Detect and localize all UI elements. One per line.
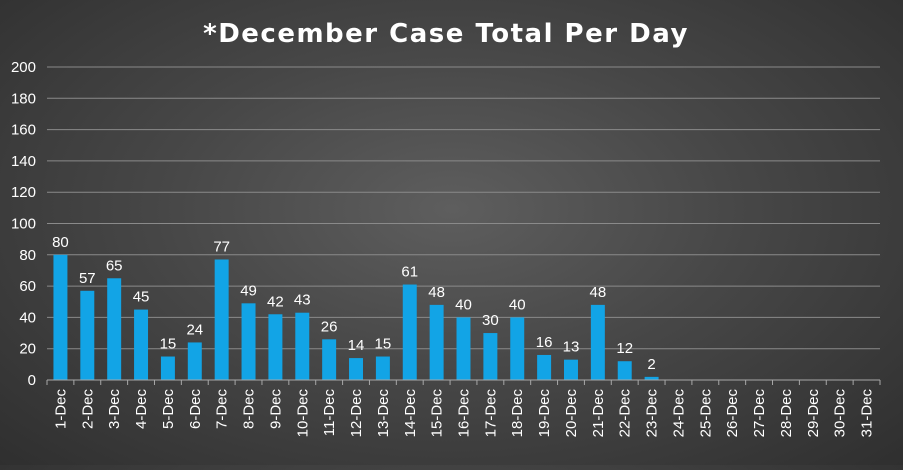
x-tick-label: 28-Dec [778,389,795,438]
bar-14-Dec [402,284,417,380]
bar-3-Dec [107,278,122,380]
x-tick-label: 26-Dec [724,389,741,438]
data-label-22-Dec: 12 [616,340,633,357]
bar-7-Dec [214,259,229,380]
gridlines [47,66,880,350]
bar-6-Dec [187,342,202,380]
x-tick-label: 29-Dec [805,389,822,438]
y-tick-label: 200 [11,59,36,76]
data-label-14-Dec: 61 [401,264,418,281]
bar-23-Dec [644,376,659,380]
data-label-7-Dec: 77 [213,238,230,255]
x-tick-label: 12-Dec [348,389,365,438]
x-tick-label: 15-Dec [429,389,446,438]
data-label-18-Dec: 40 [509,296,526,313]
x-tick-label: 18-Dec [509,389,526,438]
y-tick-label: 180 [11,90,36,107]
data-label-16-Dec: 40 [455,296,472,313]
bar-19-Dec [537,354,552,380]
x-axis-tick-labels: 1-Dec 2-Dec 3-Dec 4-Dec 5-Dec 6-Dec 7-Dec 8-Dec… [52,389,875,438]
x-tick-label: 3-Dec [106,389,123,430]
bar-18-Dec [510,317,525,380]
y-axis-tick-labels: 0 20 40 60 80 100 120 140 160 180 200 [11,59,36,389]
y-tick-label: 120 [11,184,36,201]
x-tick-label: 4-Dec [133,389,150,430]
bar-9-Dec [268,314,283,380]
data-label-4-Dec: 45 [133,289,150,306]
data-label-10-Dec: 43 [294,292,311,309]
bar-11-Dec [322,339,337,380]
x-axis [46,379,881,385]
x-tick-label: 2-Dec [79,389,96,430]
data-label-8-Dec: 49 [240,282,257,299]
x-tick-label: 25-Dec [697,389,714,438]
x-tick-label: 17-Dec [482,389,499,438]
y-tick-label: 160 [11,122,36,139]
x-tick-label: 9-Dec [267,389,284,430]
bar-13-Dec [375,356,390,380]
y-tick-label: 140 [11,153,36,170]
bar-10-Dec [295,312,310,380]
data-labels: 80 57 65 45 15 24 77 49 42 43 26 14 15 61 48 40 30 40 16 13… [52,234,656,373]
x-tick-label: 27-Dec [751,389,768,438]
y-tick-label: 60 [19,278,36,295]
x-tick-label: 7-Dec [214,389,231,430]
bar-21-Dec [590,304,605,380]
data-label-15-Dec: 48 [428,284,445,301]
y-tick-label: 0 [28,372,36,389]
bar-1-Dec [53,254,68,380]
bar-16-Dec [456,317,471,380]
x-tick-label: 6-Dec [187,389,204,430]
data-label-5-Dec: 15 [160,336,177,353]
bar-20-Dec [563,359,578,380]
y-tick-label: 100 [11,216,36,233]
x-tick-label: 21-Dec [590,389,607,438]
y-tick-label: 40 [19,309,36,326]
x-tick-label: 20-Dec [563,389,580,438]
y-tick-label: 20 [19,341,36,358]
bar-5-Dec [160,356,175,380]
x-tick-label: 13-Dec [375,389,392,438]
x-tick-label: 23-Dec [644,389,661,438]
y-tick-label: 80 [19,247,36,264]
x-tick-label: 30-Dec [832,389,849,438]
data-label-20-Dec: 13 [563,339,580,356]
x-tick-label: 22-Dec [617,389,634,438]
data-label-1-Dec: 80 [52,234,69,251]
x-tick-label: 16-Dec [456,389,473,438]
x-tick-label: 5-Dec [160,389,177,430]
data-label-11-Dec: 26 [321,318,338,335]
data-label-23-Dec: 2 [647,356,655,373]
chart-title: *December Case Total Per Day [203,19,689,49]
data-label-9-Dec: 42 [267,293,284,310]
data-label-13-Dec: 15 [375,336,392,353]
bar-12-Dec [349,358,364,380]
data-label-19-Dec: 16 [536,334,553,351]
x-tick-label: 31-Dec [859,389,876,438]
data-label-17-Dec: 30 [482,312,499,329]
bar-8-Dec [241,303,256,380]
data-label-3-Dec: 65 [106,257,123,274]
bar-22-Dec [617,361,632,380]
bar-4-Dec [134,309,149,380]
bar-15-Dec [429,304,444,380]
x-tick-label: 10-Dec [294,389,311,438]
x-tick-label: 1-Dec [52,389,69,430]
x-tick-label: 11-Dec [321,389,338,437]
data-label-2-Dec: 57 [79,270,96,287]
bars [53,254,659,380]
x-tick-label: 8-Dec [241,389,258,430]
data-label-21-Dec: 48 [590,284,607,301]
data-label-6-Dec: 24 [186,321,203,338]
bar-17-Dec [483,333,498,380]
x-tick-label: 24-Dec [670,389,687,438]
x-tick-label: 14-Dec [402,389,419,438]
bar-2-Dec [80,290,95,380]
data-label-12-Dec: 14 [348,337,365,354]
x-tick-label: 19-Dec [536,389,553,438]
